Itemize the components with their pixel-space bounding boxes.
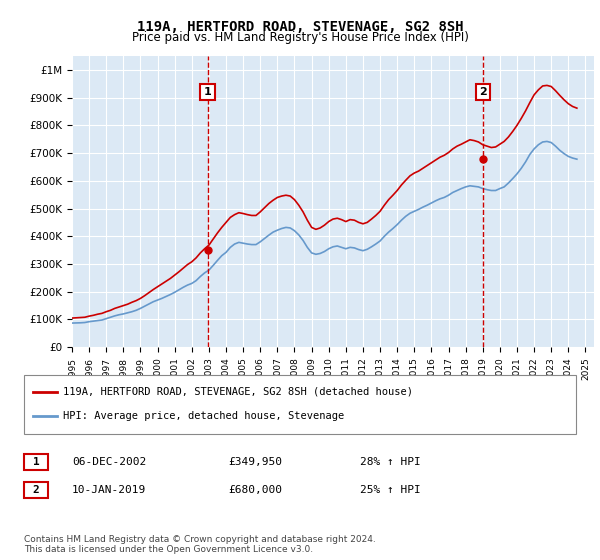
Text: 06-DEC-2002: 06-DEC-2002	[72, 457, 146, 467]
Text: £349,950: £349,950	[228, 457, 282, 467]
Text: HPI: Average price, detached house, Stevenage: HPI: Average price, detached house, Stev…	[63, 411, 344, 421]
Text: 2: 2	[32, 485, 40, 495]
Text: 1: 1	[32, 457, 40, 467]
Text: 10-JAN-2019: 10-JAN-2019	[72, 485, 146, 495]
Text: 28% ↑ HPI: 28% ↑ HPI	[360, 457, 421, 467]
Text: 2: 2	[479, 87, 487, 97]
Text: 25% ↑ HPI: 25% ↑ HPI	[360, 485, 421, 495]
Text: 119A, HERTFORD ROAD, STEVENAGE, SG2 8SH: 119A, HERTFORD ROAD, STEVENAGE, SG2 8SH	[137, 20, 463, 34]
Text: Contains HM Land Registry data © Crown copyright and database right 2024.
This d: Contains HM Land Registry data © Crown c…	[24, 535, 376, 554]
Text: Price paid vs. HM Land Registry's House Price Index (HPI): Price paid vs. HM Land Registry's House …	[131, 31, 469, 44]
Text: 1: 1	[203, 87, 211, 97]
Text: 119A, HERTFORD ROAD, STEVENAGE, SG2 8SH (detached house): 119A, HERTFORD ROAD, STEVENAGE, SG2 8SH …	[63, 387, 413, 397]
Text: £680,000: £680,000	[228, 485, 282, 495]
